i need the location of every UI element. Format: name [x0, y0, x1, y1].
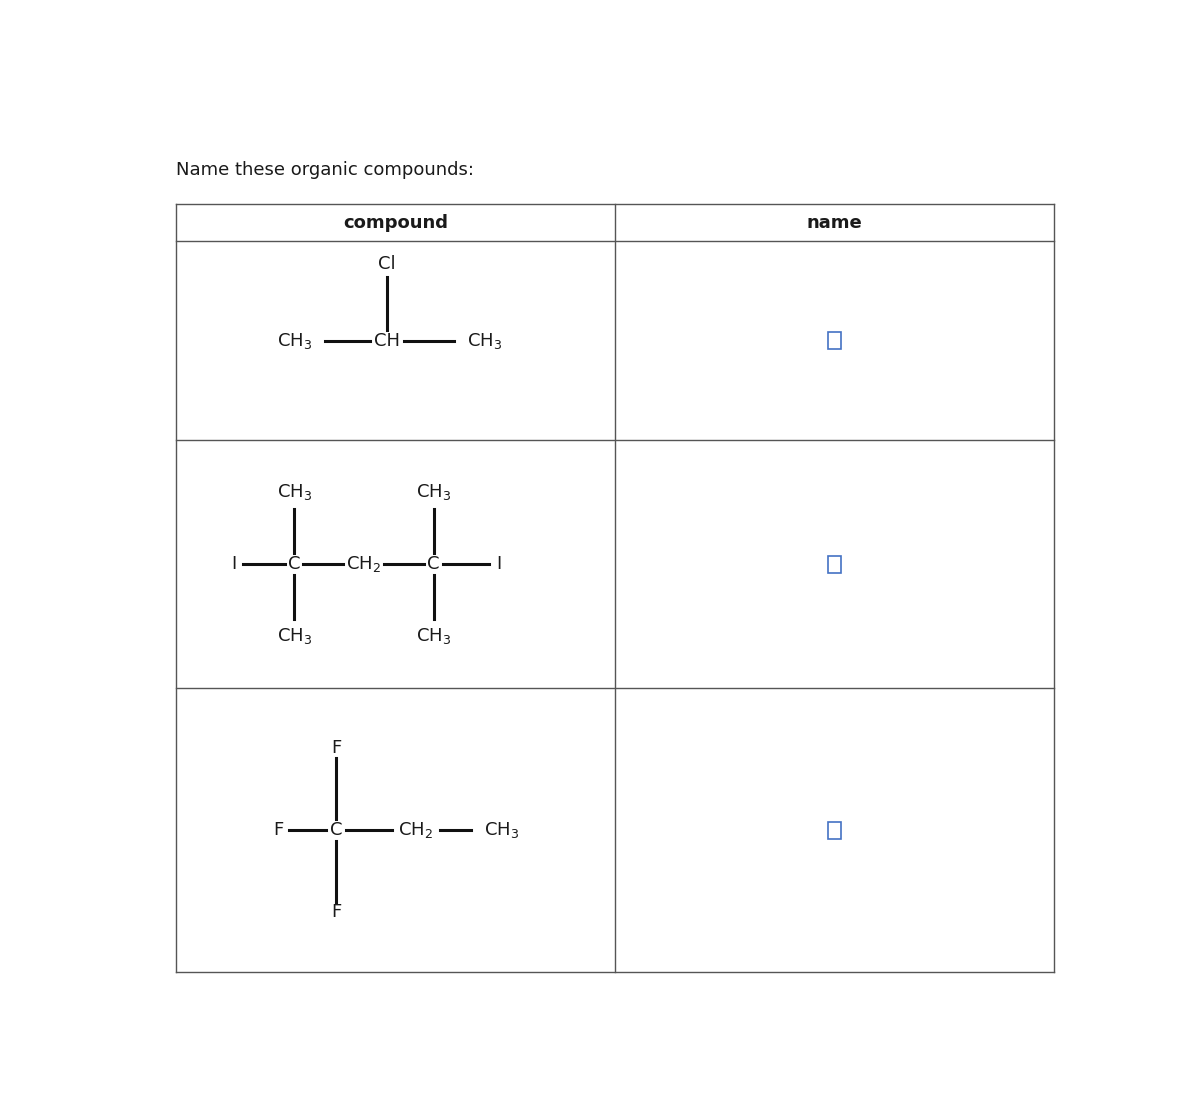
Text: CH$_3$: CH$_3$	[467, 331, 503, 350]
Text: CH$_3$: CH$_3$	[276, 331, 312, 350]
Text: F: F	[274, 821, 283, 839]
Text: CH$_3$: CH$_3$	[276, 482, 312, 503]
Text: CH$_3$: CH$_3$	[416, 482, 451, 503]
Text: Cl: Cl	[378, 256, 396, 273]
Text: CH$_3$: CH$_3$	[276, 626, 312, 646]
Text: C: C	[288, 555, 300, 573]
Text: CH$_3$: CH$_3$	[484, 820, 520, 840]
Text: CH: CH	[374, 332, 400, 349]
Bar	[828, 555, 840, 573]
Text: CH$_2$: CH$_2$	[347, 554, 382, 574]
Text: CH$_3$: CH$_3$	[416, 626, 451, 646]
Text: CH$_2$: CH$_2$	[397, 820, 432, 840]
Text: name: name	[806, 214, 863, 231]
Text: C: C	[427, 555, 440, 573]
Bar	[828, 822, 840, 839]
Text: F: F	[331, 904, 341, 921]
Text: I: I	[496, 555, 502, 573]
Text: I: I	[232, 555, 236, 573]
Bar	[828, 332, 840, 349]
Text: compound: compound	[343, 214, 448, 231]
Text: C: C	[330, 821, 342, 839]
Text: F: F	[331, 738, 341, 757]
Text: Name these organic compounds:: Name these organic compounds:	[176, 161, 474, 180]
